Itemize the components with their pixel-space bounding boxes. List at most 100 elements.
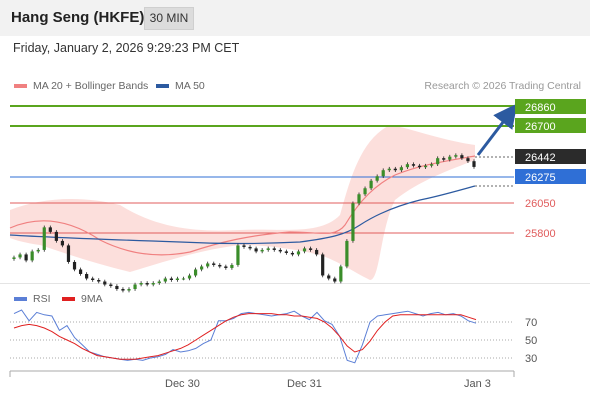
last-price-label: 26442 — [525, 152, 556, 164]
rsi-axis-50: 50 — [525, 335, 537, 347]
header-bar: Hang Seng (HKFE) 30 MIN — [0, 0, 590, 36]
candle — [266, 248, 270, 250]
candle — [127, 289, 131, 291]
candle — [333, 278, 337, 282]
candle — [242, 245, 246, 247]
instrument-title: Hang Seng (HKFE) — [11, 9, 145, 26]
candle — [321, 254, 325, 276]
candle — [284, 251, 288, 253]
candle — [157, 281, 161, 284]
panel-divider — [0, 283, 590, 284]
candle — [200, 266, 204, 270]
candle — [151, 283, 155, 285]
bollinger-band — [10, 125, 475, 280]
candle — [181, 278, 186, 280]
candle — [387, 168, 391, 171]
interval-button[interactable]: 30 MIN — [144, 7, 194, 30]
candle — [357, 194, 361, 204]
candle — [381, 170, 385, 177]
candle — [12, 257, 16, 259]
candle — [290, 252, 295, 255]
candle — [339, 266, 343, 282]
rsi-ma-legend-swatch — [62, 297, 75, 301]
candle — [411, 164, 416, 166]
candle — [145, 283, 149, 285]
x-axis: Dec 30 Dec 31 Jan 3 — [9, 370, 515, 390]
rsi-legend-swatch — [14, 297, 27, 301]
candle — [272, 248, 276, 250]
price-level-lines — [10, 105, 514, 234]
candle — [278, 249, 282, 252]
candlestick-series — [12, 153, 476, 293]
candle — [393, 168, 397, 171]
candle — [460, 155, 464, 159]
candle — [224, 266, 228, 268]
candle — [423, 165, 428, 168]
candle — [133, 284, 137, 290]
candle — [315, 249, 319, 255]
ma20-line — [9, 155, 476, 256]
candle — [417, 165, 422, 168]
datetime-label: Friday, January 2, 2026 9:29:23 PM CET — [13, 41, 240, 55]
candle — [236, 245, 240, 265]
ma20-legend-swatch — [14, 84, 27, 88]
pivot-label: 26275 — [525, 172, 556, 184]
candle — [454, 155, 458, 157]
candle — [175, 278, 180, 280]
rsi-line — [13, 309, 477, 364]
candle — [230, 264, 234, 268]
candle — [163, 278, 167, 282]
resistance-2-label: 26860 — [525, 102, 556, 114]
candle — [466, 158, 470, 162]
candle — [296, 251, 301, 255]
candle — [18, 254, 22, 258]
rsi-ma-legend-label: 9MA — [81, 293, 103, 305]
candle — [36, 249, 40, 252]
candle — [48, 227, 52, 232]
candle — [66, 245, 71, 262]
ma50-legend-label: MA 50 — [175, 80, 205, 92]
ma20-legend-label: MA 20 + Bollinger Bands — [33, 80, 149, 92]
rsi-ma-line — [13, 313, 477, 360]
candle — [91, 278, 95, 280]
candle — [260, 249, 264, 252]
candle — [363, 188, 367, 195]
candle — [24, 254, 28, 261]
candle — [442, 158, 446, 160]
candle — [212, 263, 216, 265]
last-price-tag — [515, 149, 586, 164]
resistance-2-tag — [515, 99, 586, 114]
candle — [472, 161, 476, 167]
candle — [302, 248, 307, 252]
candle — [218, 264, 222, 267]
candle — [375, 176, 379, 181]
candle — [60, 240, 65, 246]
candle — [254, 248, 258, 252]
candle — [369, 180, 373, 189]
candle — [193, 269, 198, 276]
pivot-tag — [515, 169, 586, 184]
candle — [54, 231, 58, 241]
candle — [115, 286, 119, 290]
candle — [103, 281, 107, 285]
resistance-1-label: 26700 — [525, 121, 556, 133]
candle — [121, 289, 125, 291]
support-2-label: 25800 — [525, 228, 556, 240]
candle — [327, 275, 331, 279]
candle — [448, 156, 452, 160]
rsi-axis-70: 70 — [525, 317, 537, 329]
candle — [430, 164, 434, 166]
candle — [30, 251, 34, 261]
candle — [351, 203, 355, 241]
candle — [405, 164, 410, 168]
candle — [72, 261, 77, 270]
candle — [78, 269, 83, 274]
x-tick-jan3: Jan 3 — [464, 378, 491, 390]
ma50-line — [9, 185, 476, 245]
x-tick-dec30: Dec 30 — [165, 378, 200, 390]
candle — [169, 278, 173, 280]
candle — [85, 273, 89, 279]
candle — [436, 158, 440, 165]
candle — [399, 167, 403, 171]
